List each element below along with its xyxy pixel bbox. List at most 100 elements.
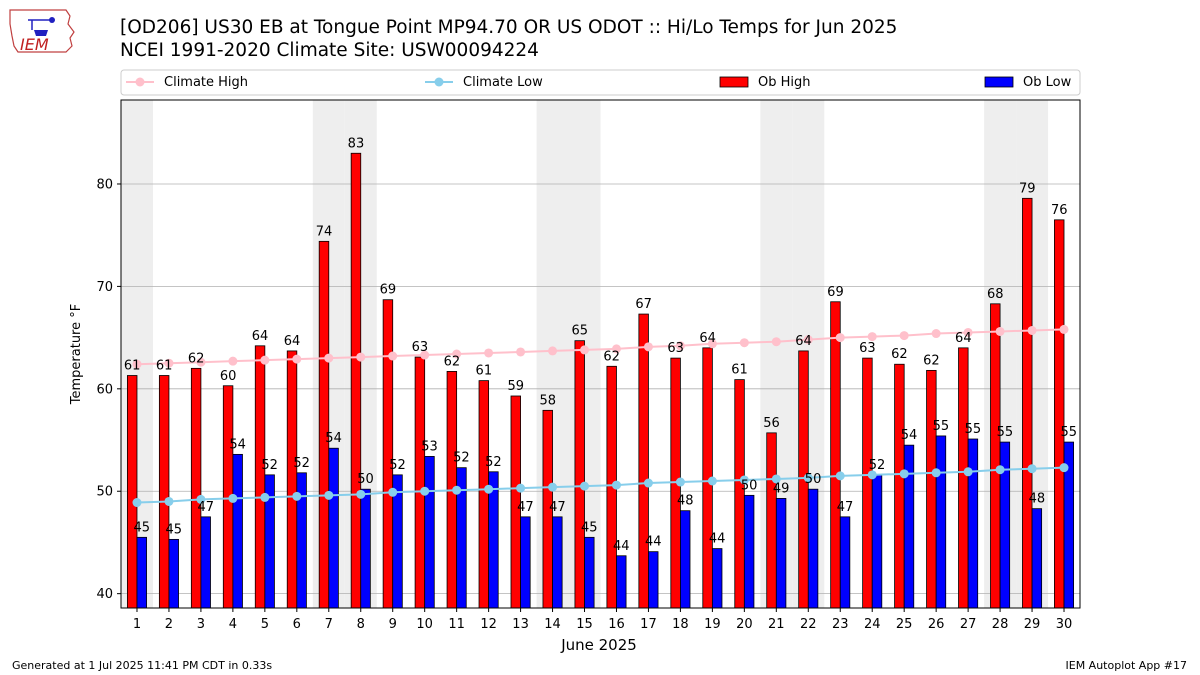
climate-high-point bbox=[228, 356, 238, 366]
x-tick-label: 26 bbox=[928, 617, 945, 632]
ob-low-label: 44 bbox=[613, 539, 630, 554]
ob-high-bar bbox=[990, 303, 1001, 609]
climate-high-point bbox=[484, 348, 494, 358]
ob-low-label: 47 bbox=[197, 500, 214, 515]
climate-high-point bbox=[675, 341, 685, 351]
ob-low-bar bbox=[680, 510, 691, 609]
climate-low-point bbox=[835, 471, 845, 481]
x-tick-label: 16 bbox=[608, 617, 625, 632]
climate-high-point bbox=[516, 347, 526, 357]
ob-low-label: 50 bbox=[741, 478, 758, 493]
ob-low-bar bbox=[839, 516, 851, 609]
ob-low-label: 55 bbox=[933, 419, 950, 434]
climate-high-point bbox=[1059, 324, 1069, 334]
ob-high-bar bbox=[286, 350, 298, 609]
ob-low-bar bbox=[424, 456, 435, 609]
ob-high-bar bbox=[894, 363, 905, 609]
climate-high-point bbox=[803, 335, 813, 345]
ob-low-bar bbox=[711, 548, 723, 609]
climate-high-point bbox=[548, 346, 558, 356]
ob-low-label: 48 bbox=[1029, 492, 1046, 507]
ob-high-bar bbox=[638, 313, 649, 609]
legend: Climate High Climate Low Ob High Ob Low bbox=[120, 69, 1081, 96]
ob-low-label: 45 bbox=[581, 520, 598, 535]
climate-low-point bbox=[484, 484, 494, 494]
ob-high-bar bbox=[350, 152, 362, 609]
ob-low-label: 52 bbox=[485, 455, 502, 470]
x-tick-label: 22 bbox=[800, 617, 817, 632]
ob-high-label: 74 bbox=[316, 224, 333, 239]
climate-high-point bbox=[324, 353, 334, 363]
ob-high-bar bbox=[318, 240, 330, 609]
ob-high-label: 59 bbox=[508, 379, 525, 394]
y-tick-label: 50 bbox=[96, 485, 113, 500]
x-tick-label: 21 bbox=[768, 617, 785, 632]
ob-high-bar bbox=[158, 375, 170, 609]
ob-high-bar bbox=[190, 367, 202, 609]
legend-ob-low-label: Ob Low bbox=[1023, 75, 1072, 90]
x-tick-label: 18 bbox=[672, 617, 689, 632]
climate-low-point bbox=[611, 480, 621, 490]
climate-low-point bbox=[643, 478, 653, 488]
x-tick-label: 13 bbox=[512, 617, 529, 632]
ob-low-label: 50 bbox=[357, 472, 374, 487]
climate-lines bbox=[132, 324, 1069, 508]
ob-high-label: 63 bbox=[667, 341, 684, 356]
climate-low-point bbox=[452, 485, 462, 495]
generated-note: Generated at 1 Jul 2025 11:41 PM CDT in … bbox=[12, 659, 273, 672]
gridlines bbox=[121, 183, 1080, 595]
ob-high-bar bbox=[1054, 219, 1065, 609]
ob-low-bar bbox=[520, 516, 531, 609]
ob-low-bar bbox=[136, 536, 147, 609]
ob-low-label: 54 bbox=[325, 431, 342, 446]
climate-low-point bbox=[739, 475, 749, 485]
climate-low-point bbox=[771, 474, 781, 484]
x-tick-label: 5 bbox=[261, 617, 269, 632]
x-tick-label: 20 bbox=[736, 617, 753, 632]
climate-low-point bbox=[324, 490, 334, 500]
climate-low-point bbox=[356, 489, 366, 499]
legend-climate-low-marker bbox=[434, 77, 444, 87]
ob-low-label: 47 bbox=[517, 500, 534, 515]
climate-high-point bbox=[995, 326, 1005, 336]
ob-low-bar bbox=[807, 488, 819, 609]
ob-high-bar bbox=[254, 345, 266, 609]
climate-low-point bbox=[228, 493, 238, 503]
climate-low-point bbox=[1059, 463, 1069, 473]
ob-high-label: 64 bbox=[284, 334, 301, 349]
y-tick-label: 70 bbox=[96, 280, 113, 295]
ob-low-label: 48 bbox=[677, 494, 694, 509]
climate-high-point bbox=[580, 345, 590, 355]
x-tick-label: 25 bbox=[896, 617, 913, 632]
ob-high-label: 62 bbox=[603, 349, 620, 364]
data-labels: 61 45 61 45 62 47 60 54 64 52 64 52 74 54 83 50 69 52 63 53… bbox=[124, 136, 1077, 554]
climate-low-point bbox=[196, 494, 206, 504]
climate-high-point bbox=[260, 355, 270, 365]
ob-high-label: 83 bbox=[348, 136, 365, 151]
ob-high-bar bbox=[414, 356, 426, 609]
ob-high-label: 62 bbox=[444, 354, 461, 369]
ob-low-bar bbox=[1031, 508, 1043, 609]
climate-low-point bbox=[803, 473, 813, 483]
climate-high-point bbox=[899, 331, 909, 341]
ob-high-label: 63 bbox=[412, 340, 429, 355]
ob-high-bar bbox=[958, 347, 969, 609]
ob-low-label: 52 bbox=[293, 456, 310, 471]
x-tick-label: 27 bbox=[960, 617, 977, 632]
ob-high-bar bbox=[574, 340, 585, 609]
chart-title: [OD206] US30 EB at Tongue Point MP94.70 … bbox=[120, 17, 898, 38]
climate-low-point bbox=[675, 477, 685, 487]
climate-high-point bbox=[963, 327, 973, 337]
x-tick-label: 2 bbox=[165, 617, 173, 632]
ob-low-label: 53 bbox=[421, 439, 438, 454]
ob-high-label: 68 bbox=[987, 287, 1004, 302]
ob-high-label: 63 bbox=[859, 341, 876, 356]
logo-text: IEM bbox=[20, 35, 49, 54]
ob-high-label: 61 bbox=[156, 359, 173, 374]
ob-low-label: 52 bbox=[869, 458, 886, 473]
ob-low-label: 49 bbox=[773, 481, 790, 496]
ob-low-bar bbox=[328, 447, 339, 609]
ob-low-bar bbox=[775, 498, 787, 609]
ob-high-label: 61 bbox=[124, 359, 141, 374]
x-tick-label: 29 bbox=[1024, 617, 1041, 632]
